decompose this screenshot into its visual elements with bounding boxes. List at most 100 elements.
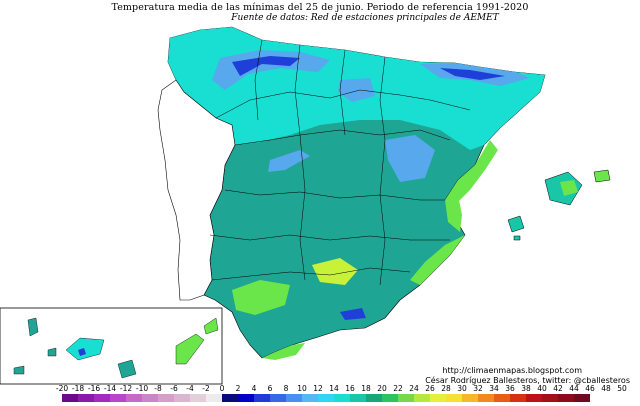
legend-swatch <box>414 394 430 402</box>
legend-tick: -14 <box>103 384 117 393</box>
legend-tick: 48 <box>601 384 611 393</box>
legend-tick: -10 <box>135 384 149 393</box>
legend-swatch <box>558 394 574 402</box>
iberian-system <box>338 78 375 102</box>
formentera <box>513 235 521 241</box>
legend-tick: 2 <box>235 384 241 393</box>
legend-tick: 46 <box>585 384 595 393</box>
map-title: Temperatura media de las mínimas del 25 … <box>111 2 529 13</box>
legend-tick: 30 <box>457 384 467 393</box>
legend-swatch <box>142 394 158 402</box>
legend-swatch <box>110 394 126 402</box>
canary-inset-frame <box>0 307 223 385</box>
legend-tick: 44 <box>569 384 579 393</box>
legend-swatch <box>270 394 286 402</box>
legend-swatch <box>542 394 558 402</box>
central-system <box>268 150 310 172</box>
legend-swatch <box>286 394 302 402</box>
legend-swatch <box>78 394 94 402</box>
legend-tick: 28 <box>441 384 451 393</box>
legend-tick: -2 <box>202 384 210 393</box>
valencia-coast <box>445 195 462 232</box>
legend-swatch <box>62 394 78 402</box>
legend-swatch <box>494 394 510 402</box>
pyrenees-peaks <box>440 68 505 80</box>
legend-tick: 36 <box>505 384 515 393</box>
legend-tick: -12 <box>119 384 133 393</box>
lanzarote <box>203 317 219 335</box>
cantabrian-peaks <box>232 56 300 76</box>
jaen-hot <box>312 258 358 285</box>
legend-swatch <box>574 394 590 402</box>
legend-tick: 12 <box>313 384 323 393</box>
credit-url[interactable]: http://climaenmapas.blogspot.com <box>442 366 582 375</box>
legend-swatch <box>430 394 446 402</box>
sierra-nevada <box>340 308 366 320</box>
legend-swatch <box>222 394 238 402</box>
legend-tick: 24 <box>409 384 419 393</box>
cantabrian-mountains <box>212 50 330 90</box>
legend-tick: -4 <box>186 384 194 393</box>
legend-tick: 34 <box>489 384 499 393</box>
legend-tick: -8 <box>154 384 162 393</box>
legend-swatch <box>94 394 110 402</box>
legend-swatch <box>190 394 206 402</box>
legend-tick: 26 <box>425 384 435 393</box>
portugal <box>157 79 236 301</box>
tenerife <box>65 337 105 361</box>
legend-tick: 42 <box>553 384 563 393</box>
legend-tick: 18 <box>361 384 371 393</box>
la-gomera <box>47 347 57 357</box>
legend-tick: 4 <box>251 384 257 393</box>
legend-tick: -16 <box>87 384 101 393</box>
legend-swatch <box>446 394 462 402</box>
legend-tick: -20 <box>55 384 69 393</box>
mallorca-warm <box>560 180 578 196</box>
legend-tick: 8 <box>283 384 289 393</box>
legend-swatch <box>462 394 478 402</box>
legend-swatch <box>510 394 526 402</box>
legend-swatch <box>334 394 350 402</box>
legend-tick: 38 <box>521 384 531 393</box>
region-borders <box>209 39 471 286</box>
southern-coast <box>262 343 305 360</box>
legend-swatch <box>350 394 366 402</box>
legend-tick: 16 <box>345 384 355 393</box>
el-hierro <box>13 365 25 375</box>
legend-tick: 0 <box>219 384 225 393</box>
la-palma <box>27 317 39 337</box>
legend-tick: -6 <box>170 384 178 393</box>
legend-tick: 40 <box>537 384 547 393</box>
legend-tick: 6 <box>267 384 273 393</box>
legend-swatch <box>526 394 542 402</box>
map-subtitle: Fuente de datos: Red de estaciones princ… <box>231 13 499 23</box>
iberian-system-east <box>385 135 435 182</box>
legend-swatch <box>174 394 190 402</box>
gran-canaria <box>117 359 137 379</box>
murcia-coast <box>410 235 465 285</box>
legend-swatch <box>254 394 270 402</box>
guadalquivir-valley <box>232 280 290 315</box>
legend-tick: -18 <box>71 384 85 393</box>
legend-tick: 50 <box>617 384 627 393</box>
ibiza <box>507 215 525 233</box>
legend-tick: 14 <box>329 384 339 393</box>
legend-swatch <box>318 394 334 402</box>
menorca <box>593 169 611 183</box>
legend-swatch <box>366 394 382 402</box>
legend-swatch <box>302 394 318 402</box>
credit-author: César Rodríguez Ballesteros, twitter: @c… <box>425 376 630 385</box>
legend-tick: 32 <box>473 384 483 393</box>
legend-swatch <box>478 394 494 402</box>
legend-swatch <box>126 394 142 402</box>
legend-swatch <box>382 394 398 402</box>
legend-swatch <box>206 394 222 402</box>
color-scale-legend: -20 -18 -16 -14 -12 -10 -8 -6 -4 -2 0 2 4 6 8 10 12 14 16 1… <box>55 384 638 406</box>
legend-tick: 22 <box>393 384 403 393</box>
legend-tick: 20 <box>377 384 387 393</box>
legend-tick: 10 <box>297 384 307 393</box>
legend-swatch <box>398 394 414 402</box>
legend-swatch <box>238 394 254 402</box>
legend-swatch <box>158 394 174 402</box>
